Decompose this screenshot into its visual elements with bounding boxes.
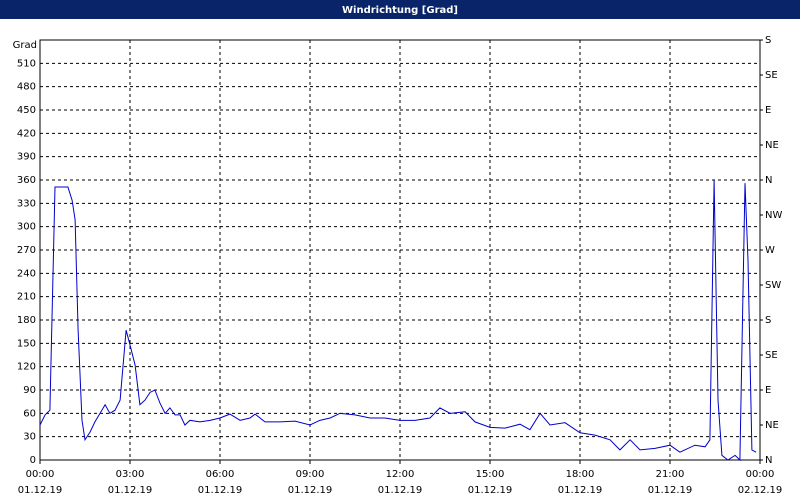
x-tick-label: 18:00 (566, 469, 595, 480)
x-tick-date: 01.12.19 (18, 485, 63, 496)
x-tick-label: 06:00 (206, 469, 235, 480)
y2-tick-label: SE (765, 70, 778, 81)
y-tick-label: 360 (17, 175, 36, 186)
y-tick-label: 240 (17, 268, 36, 279)
y-tick-label: 450 (17, 105, 36, 116)
y2-tick-label: SW (765, 280, 781, 291)
y2-tick-label: N (765, 175, 772, 186)
y2-tick-label: E (765, 105, 771, 116)
y-tick-label: 210 (17, 292, 36, 303)
y-tick-label: 60 (23, 408, 36, 419)
y-axis-label: Grad (13, 40, 37, 51)
y2-tick-label: S (765, 315, 771, 326)
x-tick-date: 01.12.19 (558, 485, 603, 496)
y-tick-label: 30 (23, 432, 36, 443)
y-tick-label: 480 (17, 82, 36, 93)
y2-tick-label: NW (765, 210, 782, 221)
x-tick-label: 09:00 (296, 469, 325, 480)
x-tick-label: 12:00 (386, 469, 415, 480)
x-tick-label: 03:00 (116, 469, 145, 480)
y2-tick-label: NE (765, 140, 779, 151)
y-tick-label: 300 (17, 222, 36, 233)
x-tick-date: 01.12.19 (108, 485, 153, 496)
y2-tick-label: N (765, 455, 772, 466)
plot-border (39, 39, 761, 461)
x-tick-label: 00:00 (26, 469, 55, 480)
y-tick-label: 180 (17, 315, 36, 326)
y-tick-label: 0 (30, 455, 36, 466)
x-tick-label: 21:00 (656, 469, 685, 480)
y-tick-label: 270 (17, 245, 36, 256)
y-tick-label: 330 (17, 198, 36, 209)
y2-tick-label: SE (765, 350, 778, 361)
y-tick-label: 390 (17, 152, 36, 163)
chart-title: Windrichtung [Grad] (342, 5, 458, 16)
x-tick-date: 02.12.19 (738, 485, 783, 496)
x-tick-label: 15:00 (476, 469, 505, 480)
x-tick-label: 00:00 (746, 469, 775, 480)
y-tick-label: 510 (17, 58, 36, 69)
y2-tick-label: S (765, 35, 771, 46)
y2-tick-label: NE (765, 420, 779, 431)
y2-tick-label: W (765, 245, 775, 256)
y-tick-label: 120 (17, 362, 36, 373)
x-tick-date: 01.12.19 (648, 485, 693, 496)
x-tick-date: 01.12.19 (198, 485, 243, 496)
y2-tick-label: E (765, 385, 771, 396)
y-tick-label: 150 (17, 338, 36, 349)
data-line (39, 179, 757, 462)
x-tick-date: 01.12.19 (468, 485, 513, 496)
x-tick-date: 01.12.19 (378, 485, 423, 496)
x-tick-date: 01.12.19 (288, 485, 333, 496)
title-bar (0, 0, 800, 19)
y-tick-label: 420 (17, 128, 36, 139)
y-tick-label: 90 (23, 385, 36, 396)
